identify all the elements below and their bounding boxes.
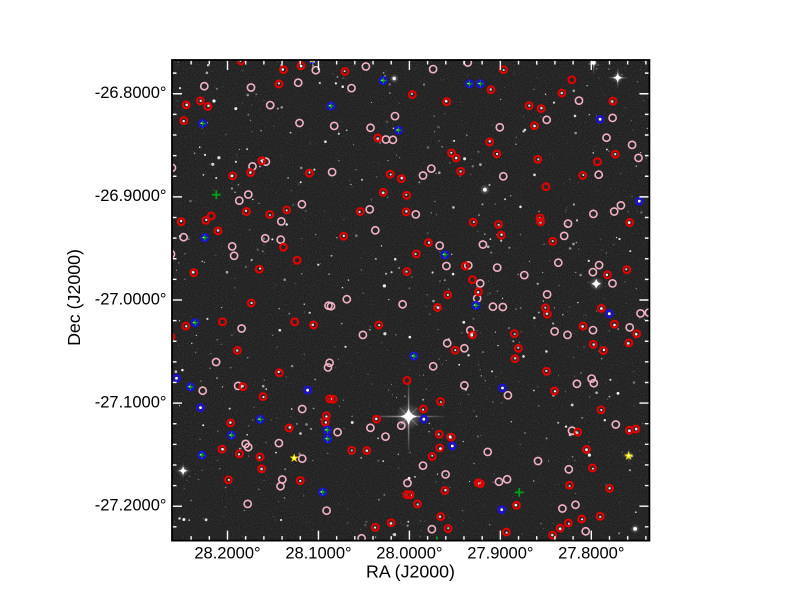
- svg-text:Dec (J2000): Dec (J2000): [64, 249, 84, 346]
- svg-text:-27.1000°: -27.1000°: [95, 393, 167, 411]
- svg-text:-26.9000°: -26.9000°: [95, 187, 167, 205]
- svg-text:-27.0000°: -27.0000°: [95, 290, 167, 308]
- svg-text:27.9000°: 27.9000°: [467, 545, 533, 563]
- svg-text:28.0000°: 28.0000°: [376, 545, 442, 563]
- svg-text:-26.8000°: -26.8000°: [95, 84, 167, 102]
- svg-text:28.2000°: 28.2000°: [194, 545, 260, 563]
- svg-text:28.1000°: 28.1000°: [285, 545, 351, 563]
- svg-text:RA (J2000): RA (J2000): [366, 562, 455, 582]
- svg-text:27.8000°: 27.8000°: [558, 545, 624, 563]
- svg-text:-27.2000°: -27.2000°: [95, 497, 167, 515]
